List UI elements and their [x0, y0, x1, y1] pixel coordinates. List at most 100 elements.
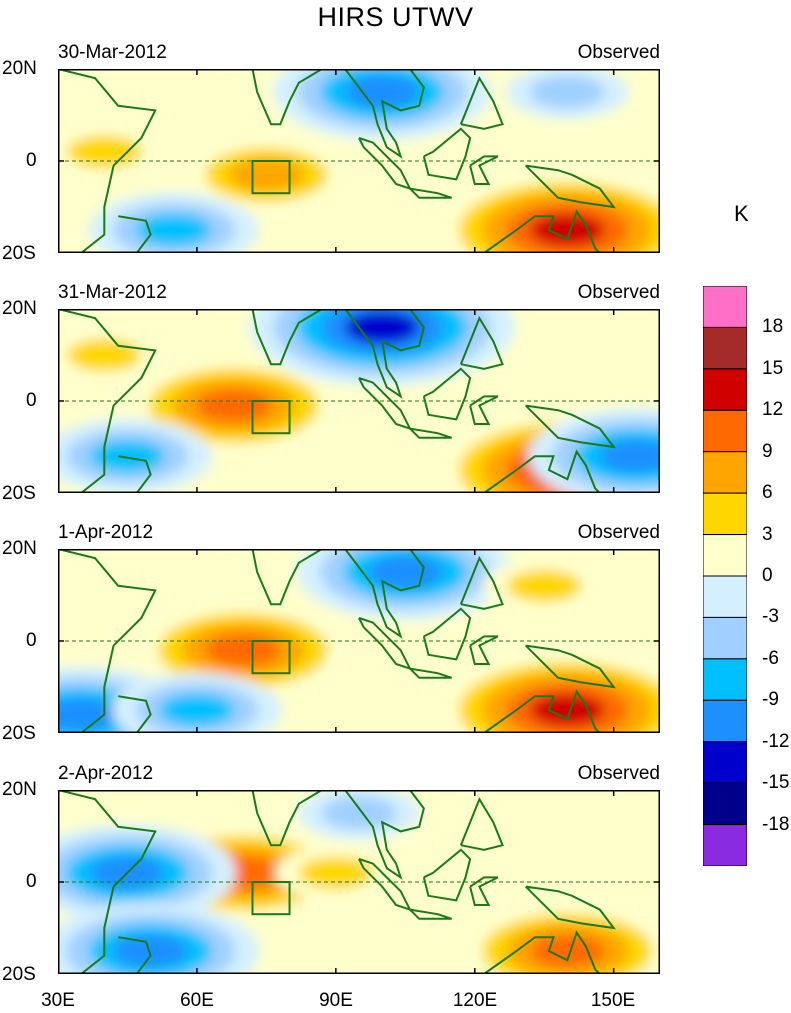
coastline [344, 549, 425, 639]
lat-label-0: 0 [26, 871, 37, 892]
panel-date: 30-Mar-2012 [58, 42, 167, 63]
lat-label-20s: 20S [2, 964, 36, 985]
anomaly-contour [298, 856, 374, 890]
plot-frame [58, 549, 660, 733]
coastline [358, 858, 412, 912]
colorbar-segment [703, 575, 747, 618]
plot-frame [58, 790, 660, 974]
coastline [459, 555, 504, 610]
study-region-box [251, 881, 291, 916]
colorbar-tick-label: 15 [762, 357, 784, 379]
coastline [525, 404, 616, 449]
coastline [422, 607, 472, 661]
coastline [358, 377, 412, 431]
coastline [118, 215, 152, 253]
coastline [409, 427, 452, 439]
coastline [459, 75, 504, 130]
lat-label-20n: 20N [2, 298, 37, 319]
colorbar-segment [703, 451, 747, 494]
anomaly-contour [529, 213, 605, 247]
colorbar-segment [703, 534, 747, 577]
coastline [469, 635, 499, 665]
panel-date: 1-Apr-2012 [58, 522, 154, 543]
lat-label-20n: 20N [2, 779, 37, 800]
map-panel-1: 30-Mar-2012 Observed [58, 42, 660, 253]
colorbar-segment [703, 741, 747, 784]
lat-label-20s: 20S [2, 243, 36, 264]
anomaly-contour [90, 439, 165, 473]
colorbar-tick-label: -9 [762, 689, 779, 711]
coastline [459, 796, 504, 851]
panel-label: Observed [577, 522, 660, 543]
coastline [469, 155, 499, 185]
plot-frame [58, 309, 660, 493]
heatmap-plot [58, 549, 660, 733]
colorbar-segment [703, 286, 747, 328]
coastline [58, 790, 157, 974]
coastline [118, 455, 152, 493]
lat-label-0: 0 [26, 630, 37, 651]
coastline [525, 885, 616, 930]
coastline [469, 876, 499, 906]
coastline [483, 449, 601, 493]
map-panel-2: 31-Mar-2012 Observed [58, 282, 660, 493]
coastline [525, 644, 616, 689]
anomaly-contour [66, 338, 142, 372]
panel-label: Observed [577, 282, 660, 303]
coastline [58, 69, 157, 253]
anomaly-field [58, 790, 660, 974]
coastline [233, 309, 323, 366]
coastline [358, 617, 412, 671]
colorbar-segment [703, 368, 747, 411]
colorbar-tick-label: -15 [762, 772, 790, 794]
coastline [409, 187, 452, 199]
lat-label-20n: 20N [2, 58, 37, 79]
coastline [459, 315, 504, 370]
lat-label-20n: 20N [2, 538, 37, 559]
colorbar-segment [703, 658, 747, 701]
coastline [344, 69, 425, 159]
anomaly-contour [529, 934, 605, 968]
colorbar-segment [703, 699, 747, 743]
colorbar [703, 286, 747, 866]
coastline [525, 164, 616, 209]
coastline [118, 936, 152, 974]
lat-label-20s: 20S [2, 483, 36, 504]
colorbar-tick-label: -18 [762, 813, 790, 835]
panel-date: 31-Mar-2012 [58, 282, 167, 303]
coastline [422, 367, 472, 421]
anomaly-field [58, 549, 660, 733]
lat-label-0: 0 [26, 390, 37, 411]
anomaly-field [58, 309, 660, 493]
anomaly-contour [344, 75, 420, 109]
colorbar-tick-label: -6 [762, 647, 779, 669]
coastline [58, 549, 157, 733]
chart-title: HIRS UTWV [317, 2, 474, 32]
anomaly-contour [367, 555, 443, 589]
anomaly-contour [66, 135, 142, 169]
colorbar-tick-label: -12 [762, 730, 790, 752]
heatmap-plot [58, 69, 660, 253]
anomaly-contour [196, 389, 272, 423]
anomaly-contour [113, 934, 189, 968]
colorbar-tick-label: 0 [762, 565, 773, 586]
panel-label: Observed [577, 763, 660, 784]
coastline [483, 209, 601, 253]
lon-label: 60E [180, 990, 214, 1011]
coastline [233, 790, 323, 847]
anomaly-contour [228, 158, 304, 192]
map-panel-4: 2-Apr-2012 Observed [58, 763, 660, 974]
colorbar-tick-label: -3 [762, 606, 779, 628]
anomaly-contour [529, 75, 605, 109]
coastline [344, 790, 425, 880]
coastline [118, 695, 152, 733]
colorbar-segment [703, 824, 747, 866]
heatmap-plot [58, 790, 660, 974]
colorbar-tick-label: 9 [762, 440, 773, 462]
coastline [422, 127, 472, 181]
colorbar-segment [703, 782, 747, 826]
lon-label: 120E [452, 990, 498, 1011]
colorbar-tick-label: 12 [762, 399, 784, 421]
coastline [344, 309, 425, 399]
panel-label: Observed [577, 42, 660, 63]
